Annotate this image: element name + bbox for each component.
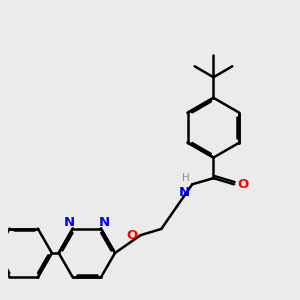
Text: N: N — [178, 186, 190, 200]
Text: N: N — [64, 216, 75, 229]
Text: N: N — [99, 216, 110, 229]
Text: O: O — [237, 178, 248, 191]
Text: O: O — [126, 229, 138, 242]
Text: H: H — [182, 173, 190, 183]
